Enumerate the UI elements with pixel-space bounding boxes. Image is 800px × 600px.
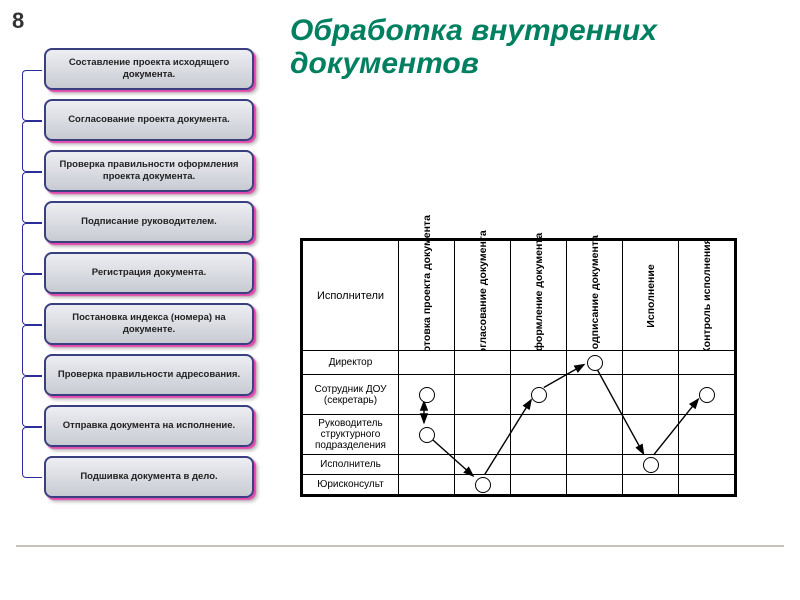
matrix-row-header: Юрисконсульт [303, 475, 399, 495]
matrix-row-header: Сотрудник ДОУ (секретарь) [303, 375, 399, 415]
node-circle [531, 387, 547, 403]
node-circle [643, 457, 659, 473]
col-header-label: Оформление документа [533, 232, 545, 359]
matrix-cell [623, 415, 679, 455]
matrix-cell [399, 475, 455, 495]
matrix-body: ДиректорСотрудник ДОУ (секретарь)Руковод… [303, 351, 735, 495]
matrix-cell [455, 415, 511, 455]
node-circle [475, 477, 491, 493]
matrix-corner: Исполнители [303, 241, 399, 351]
matrix-cell [679, 455, 735, 475]
step-box: Проверка правильности оформления проекта… [44, 150, 254, 192]
step-box: Подшивка документа в дело. [44, 456, 254, 498]
matrix-col-header: Контроль исполнения [679, 241, 735, 351]
matrix-cell [679, 415, 735, 455]
matrix-row: Директор [303, 351, 735, 375]
step-wrap: Подшивка документа в дело. [18, 456, 273, 498]
matrix-cell [567, 415, 623, 455]
matrix-table: ИсполнителиПодготовка проекта документаС… [302, 240, 735, 495]
step-list: Составление проекта исходящего документа… [18, 48, 273, 507]
matrix-cell [511, 415, 567, 455]
step-wrap: Составление проекта исходящего документа… [18, 48, 273, 90]
matrix-cell [511, 455, 567, 475]
matrix-col-header: Подготовка проекта документа [399, 241, 455, 351]
step-box: Отправка документа на исполнение. [44, 405, 254, 447]
matrix-cell [567, 475, 623, 495]
matrix-cell [399, 415, 455, 455]
step-box: Согласование проекта документа. [44, 99, 254, 141]
step-box: Постановка индекса (номера) на документе… [44, 303, 254, 345]
step-wrap: Проверка правильности оформления проекта… [18, 150, 273, 192]
step-box: Подписание руководителем. [44, 201, 254, 243]
col-header-label: Согласование документа [477, 230, 489, 362]
matrix-cell [623, 475, 679, 495]
matrix-cell [455, 351, 511, 375]
matrix-col-header: Оформление документа [511, 241, 567, 351]
node-circle [587, 355, 603, 371]
matrix-col-header: Подписание документа [567, 241, 623, 351]
matrix-cell [399, 351, 455, 375]
step-wrap: Постановка индекса (номера) на документе… [18, 303, 273, 345]
node-circle [699, 387, 715, 403]
matrix-cell [567, 455, 623, 475]
matrix-row-header: Директор [303, 351, 399, 375]
page-title: Обработка внутренних документов [290, 14, 750, 80]
step-box: Составление проекта исходящего документа… [44, 48, 254, 90]
step-box: Проверка правильности адресования. [44, 354, 254, 396]
matrix-row-header: Руководитель структурного подразделения [303, 415, 399, 455]
matrix-cell [567, 375, 623, 415]
matrix-cell [679, 375, 735, 415]
step-wrap: Согласование проекта документа. [18, 99, 273, 141]
matrix-row: Руководитель структурного подразделения [303, 415, 735, 455]
matrix-cell [567, 351, 623, 375]
responsibility-matrix: ИсполнителиПодготовка проекта документаС… [300, 238, 737, 497]
step-wrap: Регистрация документа. [18, 252, 273, 294]
matrix-cell [679, 351, 735, 375]
matrix-row-header: Исполнитель [303, 455, 399, 475]
col-header-label: Контроль исполнения [701, 238, 713, 353]
matrix-col-header: Согласование документа [455, 241, 511, 351]
col-header-label: Исполнение [645, 264, 657, 327]
slide-number: 8 [12, 8, 24, 34]
matrix-cell [455, 455, 511, 475]
matrix-cell [511, 475, 567, 495]
matrix-cell [623, 375, 679, 415]
matrix-cell [623, 455, 679, 475]
matrix-cell [399, 375, 455, 415]
matrix-cell [455, 475, 511, 495]
node-circle [419, 387, 435, 403]
matrix-header-row: ИсполнителиПодготовка проекта документаС… [303, 241, 735, 351]
step-wrap: Подписание руководителем. [18, 201, 273, 243]
col-header-label: Подписание документа [589, 235, 601, 357]
matrix-row: Сотрудник ДОУ (секретарь) [303, 375, 735, 415]
matrix-cell [623, 351, 679, 375]
matrix-row: Юрисконсульт [303, 475, 735, 495]
matrix-cell [455, 375, 511, 415]
step-box: Регистрация документа. [44, 252, 254, 294]
matrix-cell [511, 351, 567, 375]
node-circle [419, 427, 435, 443]
matrix-cell [679, 475, 735, 495]
matrix-cell [511, 375, 567, 415]
divider [16, 545, 784, 548]
step-wrap: Отправка документа на исполнение. [18, 405, 273, 447]
matrix-row: Исполнитель [303, 455, 735, 475]
matrix-cell [399, 455, 455, 475]
matrix-col-header: Исполнение [623, 241, 679, 351]
step-wrap: Проверка правильности адресования. [18, 354, 273, 396]
